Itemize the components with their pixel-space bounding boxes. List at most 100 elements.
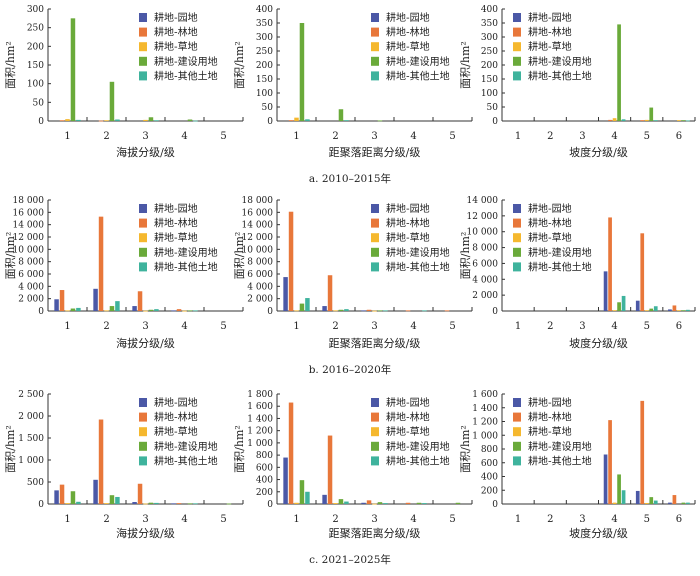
legend-swatch	[371, 398, 379, 407]
x-tick-label: 2	[103, 514, 109, 525]
y-tick-label: 1 000	[247, 439, 273, 449]
bar	[143, 503, 148, 505]
legend-swatch	[139, 247, 147, 257]
y-tick-label: 50	[262, 103, 274, 113]
y-tick-label: 1 600	[247, 402, 273, 412]
x-axis-label: 距聚落距离分级/级	[329, 145, 421, 159]
bar	[617, 24, 621, 121]
legend-swatch	[371, 71, 379, 81]
x-tick-label: 4	[181, 131, 187, 142]
x-tick-label: 2	[332, 131, 338, 142]
legend-swatch	[371, 204, 379, 213]
bar	[640, 120, 645, 121]
bar	[193, 310, 198, 312]
legend-swatch	[139, 71, 147, 81]
legend-label: 耕地-建设用地	[528, 246, 592, 259]
bar	[621, 295, 626, 311]
legend-label: 耕地-其他土地	[386, 454, 450, 467]
y-tick-label: 1 500	[18, 434, 44, 444]
x-tick-label: 2	[103, 321, 109, 332]
bar	[372, 310, 377, 312]
y-tick-label: 1 200	[247, 427, 273, 437]
x-tick-label: 3	[371, 131, 377, 142]
legend-swatch	[139, 56, 147, 66]
bar	[677, 310, 681, 312]
bar	[171, 503, 176, 505]
x-tick-label: 2	[103, 131, 109, 142]
legend-swatch	[139, 204, 147, 213]
bar-chart-panel: 0 500 1 000 1 500 2 000 2 500 1 2 3 4 5 海拔分级/级 面积/hm…	[4, 390, 244, 540]
bar	[377, 120, 383, 122]
x-axis-label: 距聚落距离分级/级	[329, 526, 421, 540]
y-tick-label: 200	[481, 61, 498, 71]
y-tick-label: 12 000	[242, 233, 274, 243]
x-tick-label: 5	[644, 131, 650, 142]
bar	[644, 502, 649, 504]
y-tick-label: 0	[492, 500, 498, 510]
panel-caption: a. 2010–2015年	[309, 172, 391, 185]
legend-swatch	[513, 13, 521, 22]
bar	[109, 81, 115, 121]
legend-label: 耕地-建设用地	[386, 440, 450, 453]
bar	[372, 503, 377, 505]
bar	[288, 211, 294, 311]
legend-label: 耕地-草地	[386, 425, 430, 438]
x-axis-label: 海拔分级/级	[116, 145, 175, 159]
legend-swatch	[513, 262, 521, 272]
y-tick-label: 2 000	[18, 295, 44, 305]
bar	[338, 499, 344, 504]
bar	[93, 479, 98, 504]
x-axis-label: 坡度分级/级	[569, 336, 628, 350]
bar	[366, 309, 372, 311]
y-tick-label: 18 000	[242, 196, 274, 206]
legend-label: 耕地-林地	[386, 217, 430, 230]
y-axis-label: 面积/hm²	[233, 232, 246, 280]
legend-label: 耕地-草地	[528, 40, 572, 53]
y-tick-label: 100	[256, 89, 273, 99]
bar	[649, 497, 654, 504]
x-tick-label: 2	[547, 321, 553, 332]
x-tick-label: 1	[293, 321, 299, 332]
y-tick-label: 1 600	[472, 390, 498, 400]
bar	[283, 277, 288, 311]
bar	[98, 216, 104, 311]
legend-label: 耕地-草地	[154, 231, 198, 244]
bar-chart-panel: 0 50 100 150 200 250 300 350 400 1 2 3 4 5 6 坡度分级/级 面积/h…	[459, 5, 696, 159]
legend-swatch	[139, 233, 147, 243]
legend-label: 耕地-草地	[154, 425, 198, 438]
bar	[455, 502, 461, 504]
legend-swatch	[371, 56, 379, 66]
bar	[608, 119, 612, 121]
bar	[93, 288, 98, 311]
bar	[444, 310, 450, 312]
x-tick-label: 5	[449, 514, 455, 525]
x-tick-label: 5	[220, 514, 226, 525]
bar	[649, 107, 654, 121]
y-axis-label: 面积/hm²	[459, 41, 472, 89]
bar	[154, 309, 159, 311]
bar	[377, 310, 383, 312]
y-tick-label: 6 000	[472, 259, 498, 269]
panel-caption: c. 2021–2025年	[309, 553, 391, 566]
legend-swatch	[371, 441, 379, 451]
legend-label: 耕地-建设用地	[154, 55, 218, 68]
x-tick-label: 3	[371, 321, 377, 332]
legend-label: 耕地-其他土地	[528, 69, 592, 82]
bar	[653, 306, 658, 311]
y-tick-label: 150	[27, 61, 44, 71]
bar	[187, 310, 193, 312]
y-tick-label: 1 200	[472, 418, 498, 428]
bar	[686, 309, 690, 311]
legend-label: 耕地-其他土地	[528, 454, 592, 467]
legend-swatch	[139, 42, 147, 52]
x-tick-label: 3	[142, 131, 148, 142]
legend-label: 耕地-园地	[528, 11, 572, 24]
bar	[672, 305, 677, 311]
bar	[640, 400, 645, 504]
bar	[132, 306, 137, 311]
bar	[193, 120, 198, 122]
legend-label: 耕地-园地	[386, 11, 430, 24]
x-tick-label: 3	[142, 321, 148, 332]
x-tick-label: 5	[644, 514, 650, 525]
